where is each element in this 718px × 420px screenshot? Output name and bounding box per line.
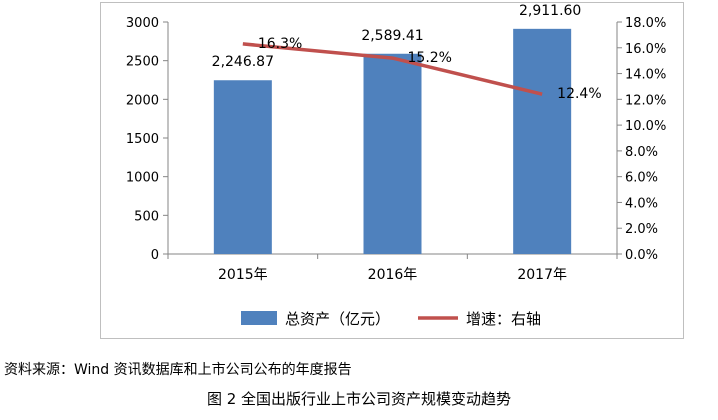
right-tick-label: 4.0% <box>625 196 658 211</box>
right-tick-label: 2.0% <box>625 222 658 237</box>
right-tick-label: 10.0% <box>625 119 666 134</box>
bar-data-label: 2,911.60 <box>519 3 581 19</box>
legend-bar-swatch <box>241 311 277 325</box>
x-tick-label: 2017年 <box>517 267 567 283</box>
left-tick-label: 500 <box>134 209 159 224</box>
growth-line <box>242 42 543 96</box>
figure-caption: 图 2 全国出版行业上市公司资产规模变动趋势 <box>206 390 512 408</box>
bar-data-label: 2,246.87 <box>212 54 274 70</box>
bar-data-label: 2,589.41 <box>361 28 423 44</box>
right-tick-label: 6.0% <box>625 171 658 186</box>
left-tick-label: 1500 <box>126 132 159 147</box>
chart: 0 500 1000 1500 2000 2500 3000 0.0% 2.0% 4.0% 6.0%… <box>126 3 666 328</box>
bar <box>513 28 572 254</box>
right-tick-label: 18.0% <box>625 16 666 31</box>
right-tick-label: 12.0% <box>625 93 666 108</box>
right-tick-label: 14.0% <box>625 68 666 83</box>
left-tick-label: 1000 <box>126 171 159 186</box>
left-tick-label: 3000 <box>126 16 159 31</box>
line-data-label: 16.3% <box>258 36 302 52</box>
left-tick-label: 0 <box>151 248 159 263</box>
left-tick-label: 2500 <box>126 55 159 70</box>
right-tick-label: 8.0% <box>625 145 658 160</box>
line-data-label: 12.4% <box>557 86 601 102</box>
left-tick-label: 2000 <box>126 93 159 108</box>
legend-line-label: 增速：右轴 <box>466 310 541 328</box>
x-tick-label: 2015年 <box>218 267 268 283</box>
right-tick-label: 16.0% <box>625 42 666 57</box>
legend-bar-label: 总资产（亿元） <box>285 310 390 328</box>
bar <box>213 80 272 254</box>
source-note: 资料来源：Wind 资讯数据库和上市公司公布的年度报告 <box>4 362 352 378</box>
right-tick-label: 0.0% <box>625 248 658 263</box>
bar <box>363 53 422 255</box>
line-data-label: 15.2% <box>408 50 452 66</box>
x-tick-label: 2016年 <box>368 267 418 283</box>
